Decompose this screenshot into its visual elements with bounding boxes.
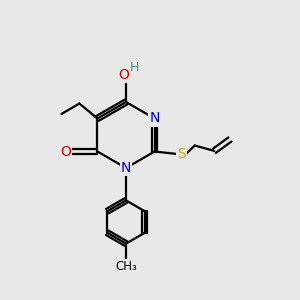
- Text: N: N: [121, 161, 131, 175]
- Text: H: H: [130, 61, 139, 74]
- Text: O: O: [118, 68, 129, 82]
- Text: S: S: [177, 147, 186, 161]
- Text: O: O: [61, 145, 71, 158]
- Text: N: N: [149, 112, 160, 125]
- Text: CH₃: CH₃: [115, 260, 137, 273]
